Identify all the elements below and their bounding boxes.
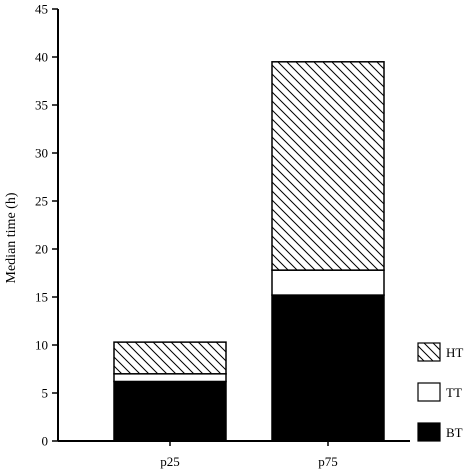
y-axis-title: Median time (h) — [4, 192, 19, 283]
plot-area — [113, 61, 385, 442]
legend-swatch-ht — [417, 342, 441, 362]
bar-segment-bt-p25 — [113, 380, 227, 442]
legend-label-tt: TT — [446, 385, 462, 400]
y-tick-label: 0 — [42, 434, 49, 449]
x-tick-label: p25 — [160, 454, 180, 469]
x-tick-label: p75 — [318, 454, 338, 469]
axes: 0 5 10 15 20 25 30 35 40 45 p25 p75 — [35, 2, 410, 469]
y-tick-label: 10 — [35, 338, 48, 353]
y-tick-label: 20 — [35, 242, 48, 257]
bar-segment-bt-p75 — [271, 294, 385, 442]
bar-segment-ht-p75 — [271, 61, 385, 271]
legend: HT TT BT — [417, 342, 463, 442]
y-tick-label: 5 — [42, 386, 49, 401]
y-tick-label: 25 — [35, 194, 48, 209]
bar-segment-ht-p25 — [113, 341, 227, 375]
bar-segment-tt-p75 — [271, 269, 385, 296]
y-tick-label: 40 — [35, 50, 48, 65]
y-tick-label: 15 — [35, 290, 48, 305]
legend-label-ht: HT — [446, 345, 463, 360]
legend-swatch-bt — [417, 422, 441, 442]
legend-label-bt: BT — [446, 425, 463, 440]
y-tick-label: 45 — [35, 2, 48, 17]
legend-swatch-tt — [417, 382, 441, 402]
y-tick-label: 35 — [35, 98, 48, 113]
y-tick-label: 30 — [35, 146, 48, 161]
bar-segment-tt-p25 — [113, 373, 227, 383]
